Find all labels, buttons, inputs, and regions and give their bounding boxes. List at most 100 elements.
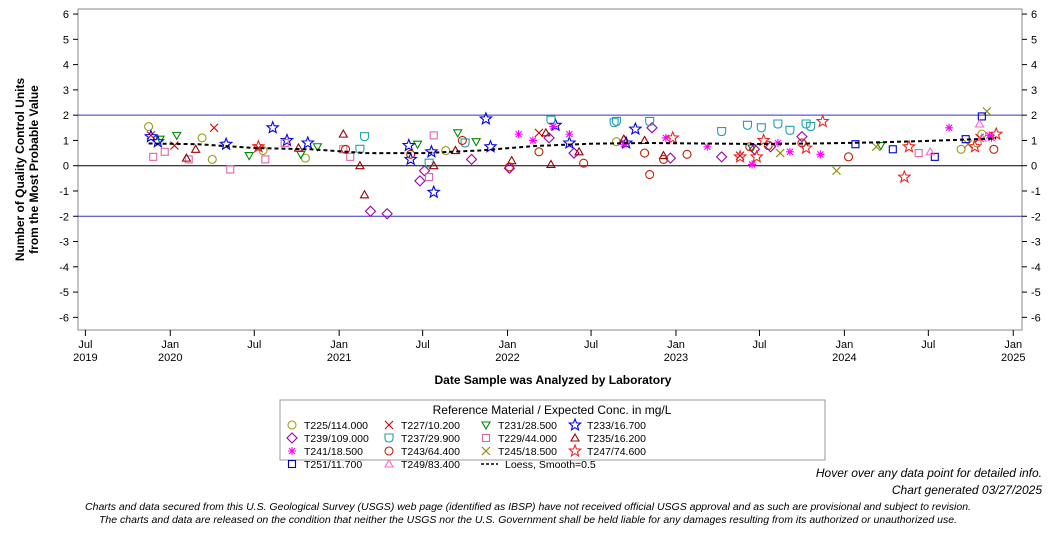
y-tick-label-left: -3	[59, 237, 69, 249]
legend-marker	[384, 446, 394, 456]
legend-label: T237/29.900	[401, 433, 460, 445]
data-point	[930, 152, 939, 161]
data-point	[428, 160, 439, 170]
disclaimer-line-1: Charts and data secured from this U.S. G…	[85, 501, 971, 513]
x-tick-label-month: Jul	[78, 339, 92, 351]
x-tick-label-year: 2021	[327, 352, 351, 364]
legend-label: Loess, Smooth=0.5	[505, 459, 596, 471]
data-point	[504, 162, 514, 172]
data-point	[265, 120, 280, 134]
data-point	[989, 144, 999, 154]
series-t225-114-000	[144, 121, 987, 164]
data-point	[184, 155, 193, 164]
legend-entry: T227/10.200	[384, 420, 460, 432]
series-t249-83-400	[925, 118, 987, 156]
legend-entry: T225/114.000	[287, 420, 368, 432]
data-point	[209, 123, 219, 133]
legend-marker	[384, 458, 394, 468]
data-point	[465, 153, 478, 166]
data-point	[207, 154, 217, 164]
legend-entry: T229/44.000	[481, 433, 557, 445]
data-point	[341, 144, 351, 154]
data-point	[967, 139, 982, 153]
data-point	[143, 129, 159, 143]
legend-label: T251/11.700	[304, 459, 362, 471]
data-point	[441, 145, 451, 156]
y-tick-label-right: 5	[1031, 34, 1037, 46]
data-point	[528, 136, 537, 145]
data-point	[425, 173, 434, 182]
data-point	[775, 148, 785, 158]
data-point	[806, 121, 816, 132]
legend-entry: T241/18.500	[288, 446, 363, 458]
data-point	[748, 143, 761, 156]
data-point	[414, 175, 426, 187]
data-point	[429, 131, 438, 140]
y-tick-label-right: 4	[1031, 60, 1037, 72]
legend-label: T225/114.000	[304, 420, 368, 432]
legend-label: T241/18.500	[304, 446, 363, 458]
data-point	[815, 113, 830, 128]
data-point	[963, 139, 973, 149]
data-point	[982, 106, 992, 116]
data-point	[565, 130, 574, 139]
data-point	[483, 139, 498, 153]
legend-marker	[288, 447, 296, 455]
loess-line	[148, 137, 997, 155]
data-point	[300, 135, 315, 150]
y-tick-label-left: -1	[59, 186, 69, 198]
x-tick-label-month: Jul	[921, 339, 935, 351]
data-point	[843, 152, 854, 162]
plot-area	[77, 8, 1023, 331]
x-tick-label-month: Jan	[835, 339, 853, 351]
data-point	[359, 189, 370, 199]
data-point	[785, 147, 794, 156]
data-point	[418, 164, 431, 177]
x-tick-label-month: Jan	[1004, 339, 1022, 351]
data-point	[226, 165, 235, 174]
data-point	[976, 132, 987, 142]
legend-marker	[287, 459, 297, 469]
data-point	[381, 207, 393, 220]
legend-title: Reference Material / Expected Conc. in m…	[433, 403, 672, 417]
y-tick-label-left: -6	[59, 312, 69, 324]
x-axis-label: Date Sample was Analyzed by Laboratory	[435, 373, 672, 387]
series-t239-109-000	[364, 122, 808, 220]
data-point	[574, 146, 585, 156]
data-point	[888, 145, 897, 154]
y-tick-label-left: 0	[63, 161, 69, 173]
y-tick-label-right: -1	[1031, 186, 1041, 198]
y-tick-label-left: 3	[63, 85, 69, 97]
series-t251-11-700	[851, 112, 986, 161]
data-point	[261, 155, 270, 164]
legend-label: T239/109.000	[304, 433, 369, 445]
data-point	[354, 160, 365, 170]
x-tick-label-month: Jan	[499, 339, 517, 351]
legend-marker	[481, 433, 491, 443]
data-point	[816, 150, 825, 159]
data-point	[545, 159, 556, 168]
data-point	[160, 147, 169, 156]
y-tick-label-right: -5	[1031, 287, 1041, 299]
data-point	[956, 144, 966, 154]
legend-marker	[287, 420, 297, 430]
data-point	[661, 133, 670, 142]
data-point	[745, 142, 755, 152]
data-point	[609, 118, 619, 128]
legend-marker	[567, 417, 583, 432]
data-point	[742, 120, 753, 130]
legend-entry: Loess, Smooth=0.5	[481, 459, 596, 471]
data-point	[338, 129, 349, 138]
data-point	[190, 144, 201, 153]
series-t229-44-000	[149, 131, 923, 182]
data-point	[773, 138, 782, 147]
data-point	[664, 152, 677, 164]
legend-marker	[481, 421, 491, 431]
data-point	[312, 143, 323, 152]
data-point	[426, 184, 441, 199]
data-point	[540, 127, 551, 137]
legend: Reference Material / Expected Conc. in m…	[279, 399, 826, 471]
legend-entry: T239/109.000	[286, 432, 369, 445]
y-axis-label-line-2: from the Most Probable Value	[27, 85, 41, 254]
legend-label: T229/44.000	[498, 433, 557, 445]
